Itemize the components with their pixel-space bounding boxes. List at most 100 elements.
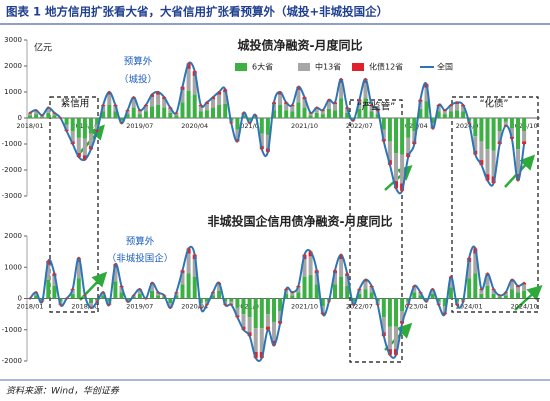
bar-segment: [436, 298, 441, 302]
line-point: [492, 181, 495, 185]
line-point: [346, 106, 349, 109]
line-point: [352, 303, 355, 306]
bar-segment: [387, 326, 392, 350]
bar-segment: [204, 298, 209, 302]
bar-segment: [186, 248, 191, 254]
bar-segment: [424, 87, 429, 102]
bar-segment: [265, 298, 270, 315]
line-point: [126, 109, 129, 112]
bar-segment: [113, 281, 118, 299]
bar-segment: [34, 114, 39, 118]
line-point: [199, 306, 202, 309]
bar-segment: [412, 131, 417, 142]
bar-segment: [259, 298, 264, 329]
bar-segment: [491, 293, 496, 299]
bar-segment: [235, 298, 240, 308]
bar-segment: [516, 287, 520, 293]
line-point: [443, 313, 446, 316]
bar-segment: [485, 273, 490, 276]
line-point: [523, 281, 526, 284]
bar-segment: [186, 253, 191, 274]
line-point: [248, 334, 251, 338]
bar-segment: [522, 284, 527, 291]
bar-segment: [308, 251, 313, 257]
line-point: [376, 109, 379, 112]
line-point: [309, 250, 312, 253]
x-tick-label: 2021/01: [236, 122, 263, 130]
bar-segment: [131, 107, 136, 118]
bar-segment: [491, 290, 496, 294]
line-point: [285, 288, 288, 291]
bar-segment: [394, 153, 398, 182]
bar-segment: [223, 92, 228, 104]
line-point: [120, 284, 123, 288]
bar-segment: [509, 289, 514, 299]
annotation: “化债”: [480, 98, 509, 110]
y-tick-label: 2000: [4, 232, 22, 240]
bar-segment: [357, 293, 362, 299]
bar-segment: [204, 110, 209, 118]
line-point: [59, 116, 62, 120]
bar-segment: [461, 106, 466, 112]
line-point: [388, 353, 391, 356]
annotation: （城投）: [119, 74, 157, 86]
bar-segment: [241, 298, 246, 315]
line-point: [138, 109, 141, 112]
bar-segment: [198, 298, 203, 304]
x-tick-label: 2023/04: [401, 303, 428, 311]
line-point: [437, 103, 440, 107]
bar-segment: [241, 314, 246, 327]
bar-segment: [308, 115, 313, 118]
bar-segment: [265, 134, 270, 149]
legend-swatch: [235, 63, 247, 71]
bar-segment: [485, 118, 490, 150]
bar-segment: [430, 290, 435, 294]
bar-segment: [479, 118, 484, 142]
line-point: [83, 158, 86, 161]
bar-segment: [424, 298, 429, 301]
bar-segment: [217, 284, 222, 291]
bar-segment: [442, 298, 447, 307]
bar-segment: [394, 181, 398, 189]
x-tick-label: 2022/07: [346, 122, 373, 130]
bar-segment: [229, 301, 234, 305]
bar-segment: [442, 110, 447, 115]
bar-segment: [406, 118, 411, 138]
bar-segment: [406, 137, 411, 154]
line-point: [388, 163, 391, 166]
bar-segment: [70, 293, 75, 299]
bar-segment: [265, 326, 270, 330]
bar-segment: [125, 298, 130, 301]
line-point: [114, 103, 117, 107]
bar-segment: [272, 321, 276, 341]
line-point: [340, 253, 343, 256]
bar-segment: [509, 281, 514, 290]
bar-segment: [180, 102, 185, 118]
line-point: [242, 328, 245, 331]
bar-segment: [168, 108, 173, 113]
bar-segment: [387, 118, 392, 142]
bar-segment: [479, 293, 484, 299]
bar-segment: [448, 287, 453, 299]
bar-segment: [211, 99, 215, 108]
bar-segment: [479, 160, 484, 165]
bar-segment: [174, 113, 179, 116]
line-point: [437, 303, 440, 306]
line-point: [498, 294, 501, 297]
bar-segment: [223, 103, 228, 118]
bar-segment: [186, 68, 191, 91]
bar-segment: [168, 303, 173, 307]
line-point: [321, 109, 324, 112]
line-point: [175, 111, 178, 114]
chart-title: 城投债净融资-月度同比: [238, 38, 363, 53]
bar-segment: [217, 290, 222, 299]
bar-segment: [522, 118, 527, 131]
line-point: [303, 96, 306, 99]
line-point: [65, 129, 68, 133]
bar-segment: [259, 118, 264, 134]
arrow: [514, 284, 543, 311]
line-point: [462, 103, 465, 107]
x-tick-label: 2020/04: [181, 122, 208, 130]
bar-segment: [217, 105, 222, 118]
bar-segment: [82, 155, 87, 160]
